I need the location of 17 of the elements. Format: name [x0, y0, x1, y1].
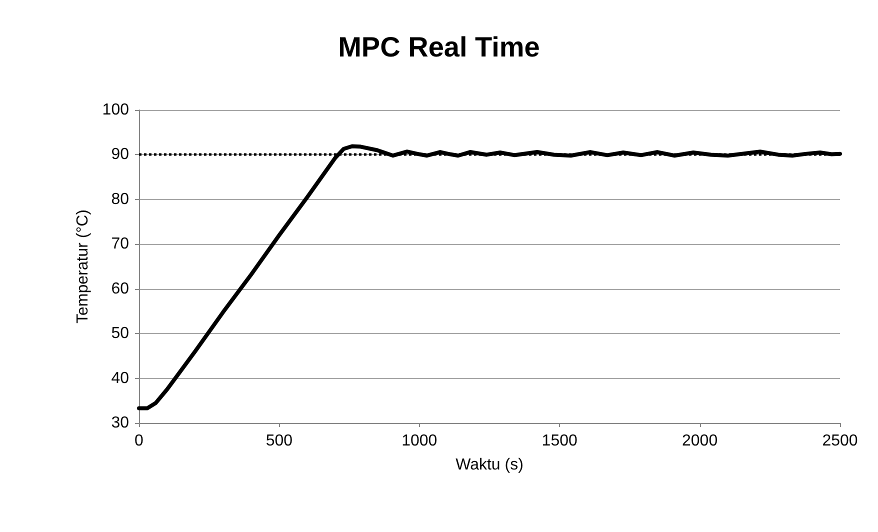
y-tick-label: 90 [111, 146, 130, 164]
x-tick-label: 500 [266, 432, 293, 450]
x-axis-title: Waktu (s) [456, 456, 524, 474]
x-tick-label: 2500 [822, 432, 858, 450]
x-tick-label: 2000 [682, 432, 718, 450]
y-tick-label: 60 [111, 280, 130, 298]
y-tick-label: 80 [111, 190, 130, 208]
x-tick-label: 0 [134, 432, 144, 450]
y-tick-label: 70 [111, 236, 130, 253]
y-tick-label: 50 [111, 325, 130, 342]
x-tick-label: 1500 [542, 432, 578, 450]
y-axis-title: Temperatur (°C) [74, 210, 92, 324]
y-tick-label: 30 [111, 414, 130, 432]
y-tick-label: 100 [102, 102, 130, 118]
y-tick-label: 40 [111, 370, 130, 387]
chart-title: MPC Real Time [338, 32, 540, 62]
x-tick-label: 1000 [402, 432, 438, 450]
